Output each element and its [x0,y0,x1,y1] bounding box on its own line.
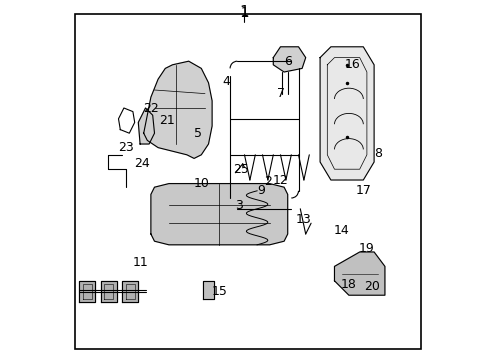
Text: 12: 12 [272,174,288,186]
Text: 23: 23 [118,141,133,154]
Polygon shape [79,281,95,302]
Text: 25: 25 [232,163,248,176]
Polygon shape [334,252,384,295]
Text: 10: 10 [193,177,209,190]
Polygon shape [122,281,138,302]
Text: 2: 2 [264,175,271,188]
Text: 1: 1 [240,6,248,19]
Text: 7: 7 [276,87,284,100]
Text: 3: 3 [235,199,243,212]
Text: 16: 16 [344,58,360,71]
Text: 5: 5 [193,127,201,140]
Text: 21: 21 [159,114,175,127]
Text: 24: 24 [134,157,149,170]
Text: 19: 19 [358,242,374,255]
Polygon shape [203,281,213,299]
Text: 22: 22 [142,102,159,114]
Text: 17: 17 [355,184,370,197]
Polygon shape [143,61,212,158]
Polygon shape [138,108,154,144]
Text: 14: 14 [333,224,349,237]
Text: 4: 4 [222,75,230,87]
Text: 20: 20 [364,280,380,293]
Polygon shape [320,47,373,180]
Text: 18: 18 [340,278,356,291]
Polygon shape [273,47,305,72]
Text: 1: 1 [239,5,249,20]
Text: 11: 11 [132,256,148,269]
Text: 13: 13 [295,213,311,226]
Text: 9: 9 [256,184,264,197]
Text: 6: 6 [283,55,291,68]
Text: 15: 15 [211,285,227,298]
Text: 8: 8 [373,147,381,159]
Polygon shape [151,184,287,245]
Polygon shape [101,281,117,302]
